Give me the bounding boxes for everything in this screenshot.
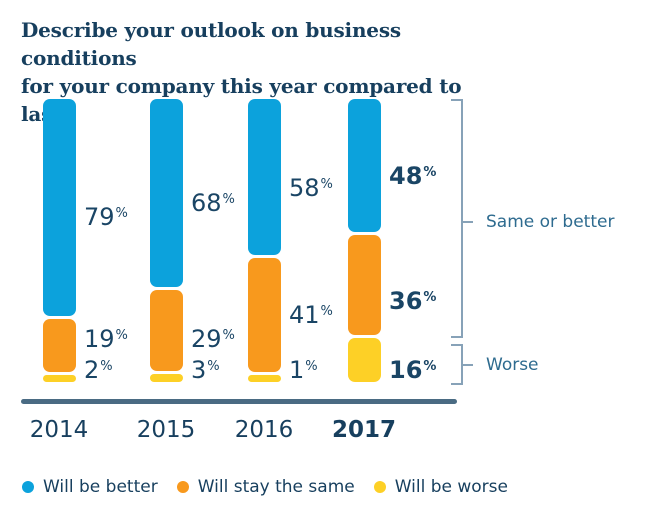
legend-item-will-be-worse: Will be worse bbox=[373, 477, 508, 497]
percent-sign: % bbox=[222, 192, 235, 207]
bracket-label-same-or-better: Same or better bbox=[486, 212, 615, 232]
percent-sign: % bbox=[115, 206, 128, 221]
value-label-will-be-better-2015: 68% bbox=[191, 189, 235, 217]
year-label-2015: 2015 bbox=[136, 417, 196, 443]
bracket-bottom-tick bbox=[451, 336, 461, 338]
percent-sign: % bbox=[423, 359, 437, 374]
bracket-connector bbox=[463, 221, 473, 223]
percent-sign: % bbox=[207, 359, 220, 374]
value-number: 36 bbox=[389, 287, 423, 315]
year-label-2016: 2016 bbox=[234, 417, 294, 443]
segment-will-be-worse-2016 bbox=[248, 374, 281, 382]
percent-sign: % bbox=[320, 177, 333, 192]
segment-will-stay-the-same-2017 bbox=[348, 234, 381, 335]
segment-will-stay-the-same-2015 bbox=[150, 290, 183, 371]
value-label-will-be-better-2014: 79% bbox=[84, 203, 128, 231]
segment-will-be-worse-2014 bbox=[43, 374, 76, 382]
segment-will-be-better-2014 bbox=[43, 99, 76, 317]
bracket-connector bbox=[463, 364, 473, 366]
value-number: 48 bbox=[389, 162, 423, 190]
bracket-vertical-line bbox=[461, 99, 463, 338]
bar-2014 bbox=[43, 99, 76, 382]
value-number: 19 bbox=[84, 325, 115, 353]
segment-will-be-better-2016 bbox=[248, 99, 281, 256]
value-label-will-be-worse-2017: 16% bbox=[389, 356, 436, 384]
percent-sign: % bbox=[423, 290, 437, 305]
bracket-vertical-line bbox=[461, 344, 463, 385]
segment-will-be-worse-2015 bbox=[150, 373, 183, 382]
bar-2017 bbox=[348, 99, 381, 382]
value-number: 58 bbox=[289, 174, 320, 202]
value-number: 1 bbox=[289, 356, 305, 384]
value-number: 79 bbox=[84, 203, 115, 231]
percent-sign: % bbox=[305, 359, 318, 374]
value-label-will-be-worse-2015: 3% bbox=[191, 356, 220, 384]
value-label-will-be-worse-2016: 1% bbox=[289, 356, 318, 384]
axis-line bbox=[21, 399, 457, 404]
bracket-label-worse: Worse bbox=[486, 355, 539, 375]
segment-will-be-better-2017 bbox=[348, 99, 381, 232]
value-label-will-stay-the-same-2014: 19% bbox=[84, 325, 128, 353]
bracket-bottom-tick bbox=[451, 383, 461, 385]
value-number: 68 bbox=[191, 189, 222, 217]
legend-swatch-will-be-better-icon bbox=[22, 481, 34, 493]
value-label-will-stay-the-same-2016: 41% bbox=[289, 301, 333, 329]
legend: Will be better Will stay the same Will be … bbox=[22, 477, 508, 497]
legend-label-will-stay-the-same: Will stay the same bbox=[197, 477, 355, 497]
chart-title-line-1: Describe your outlook on business condit… bbox=[21, 18, 401, 70]
legend-label-will-be-better: Will be better bbox=[43, 477, 158, 497]
segment-will-stay-the-same-2016 bbox=[248, 258, 281, 372]
percent-sign: % bbox=[100, 359, 113, 374]
year-label-2017: 2017 bbox=[331, 417, 396, 443]
value-label-will-be-better-2016: 58% bbox=[289, 174, 333, 202]
value-label-will-be-better-2017: 48% bbox=[389, 162, 436, 190]
bracket-top-tick bbox=[451, 344, 461, 346]
bar-2015 bbox=[150, 99, 183, 382]
percent-sign: % bbox=[320, 304, 333, 319]
legend-swatch-will-stay-the-same-icon bbox=[176, 481, 189, 493]
value-number: 2 bbox=[84, 356, 100, 384]
value-label-will-be-worse-2014: 2% bbox=[84, 356, 113, 384]
percent-sign: % bbox=[423, 165, 437, 180]
bracket-top-tick bbox=[451, 99, 461, 101]
segment-will-stay-the-same-2014 bbox=[43, 319, 76, 372]
value-number: 16 bbox=[389, 356, 423, 384]
value-label-will-stay-the-same-2017: 36% bbox=[389, 287, 436, 315]
year-label-2014: 2014 bbox=[29, 417, 89, 443]
segment-will-be-worse-2017 bbox=[348, 337, 381, 382]
legend-label-will-be-worse: Will be worse bbox=[394, 477, 508, 497]
segment-will-be-better-2015 bbox=[150, 99, 183, 288]
value-label-will-stay-the-same-2015: 29% bbox=[191, 325, 235, 353]
legend-item-will-stay-the-same: Will stay the same bbox=[176, 477, 355, 497]
value-number: 3 bbox=[191, 356, 207, 384]
percent-sign: % bbox=[222, 328, 235, 343]
bar-2016 bbox=[248, 99, 281, 382]
legend-swatch-will-be-worse-icon bbox=[373, 481, 386, 493]
value-number: 41 bbox=[289, 301, 320, 329]
legend-item-will-be-better: Will be better bbox=[22, 477, 158, 497]
value-number: 29 bbox=[191, 325, 222, 353]
percent-sign: % bbox=[115, 328, 128, 343]
